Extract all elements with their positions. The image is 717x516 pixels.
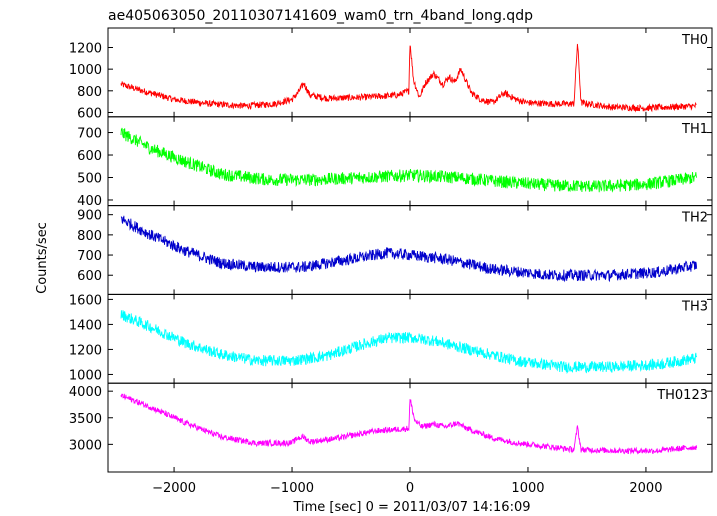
panel-frame xyxy=(107,293,713,384)
series-line-th3 xyxy=(120,310,698,375)
panel-label-th3: TH3 xyxy=(681,299,708,314)
y-tick-label: 1200 xyxy=(69,41,102,56)
y-tick-label: 700 xyxy=(77,249,102,264)
panel-frame xyxy=(107,205,713,295)
x-tick-label: −1000 xyxy=(270,481,314,496)
panels-group: 600 800 1000 1200 TH0 400 500 600 700 TH1 600 700 80… xyxy=(69,27,713,473)
y-tick-label: 400 xyxy=(77,194,102,209)
y-tick-label: 1000 xyxy=(69,63,102,78)
series-line-th1 xyxy=(120,127,698,193)
panel-label-th0: TH0 xyxy=(681,33,708,48)
panel-label-th1: TH1 xyxy=(681,122,708,137)
y-tick-label: 600 xyxy=(77,269,102,284)
x-axis-ticks: −2000 −1000 0 1000 2000 xyxy=(152,481,662,496)
chart-title: ae405063050_20110307141609_wam0_trn_4ban… xyxy=(108,8,533,24)
y-tick-label: 1000 xyxy=(69,368,102,383)
panel-label-th2: TH2 xyxy=(681,211,708,226)
y-tick-label: 600 xyxy=(77,149,102,164)
x-tick-label: −2000 xyxy=(152,481,196,496)
y-tick-label: 1400 xyxy=(69,318,102,333)
y-tick-label: 1200 xyxy=(69,343,102,358)
y-tick-label: 800 xyxy=(77,85,102,100)
panel-th2: 600 700 800 900 TH2 xyxy=(77,205,713,295)
panel-th1: 400 500 600 700 TH1 xyxy=(77,116,713,209)
x-tick-label: 0 xyxy=(406,481,414,496)
panel-label-th0123: TH0123 xyxy=(656,388,708,403)
y-tick-label: 1600 xyxy=(69,293,102,308)
y-tick-label: 600 xyxy=(77,106,102,121)
panel-th0123: 3000 3500 4000 TH0123 xyxy=(69,382,713,473)
y-tick-label: 4000 xyxy=(69,385,102,400)
y-tick-label: 500 xyxy=(77,171,102,186)
x-tick-label: 1000 xyxy=(511,481,544,496)
series-line-th0 xyxy=(120,43,697,113)
series-line-th2 xyxy=(120,215,698,283)
y-tick-label: 800 xyxy=(77,229,102,244)
x-tick-label: 2000 xyxy=(629,481,662,496)
panel-th3: 1000 1200 1400 1600 TH3 xyxy=(69,293,713,384)
y-tick-label: 700 xyxy=(77,127,102,142)
series-line-th0123 xyxy=(120,393,698,455)
y-axis-label: Counts/sec xyxy=(35,222,50,294)
panel-th0: 600 800 1000 1200 TH0 xyxy=(69,27,713,121)
y-tick-label: 3000 xyxy=(69,438,102,453)
x-axis-label: Time [sec] 0 = 2011/03/07 14:16:09 xyxy=(292,500,530,515)
y-tick-label: 900 xyxy=(77,209,102,224)
y-tick-label: 3500 xyxy=(69,412,102,427)
